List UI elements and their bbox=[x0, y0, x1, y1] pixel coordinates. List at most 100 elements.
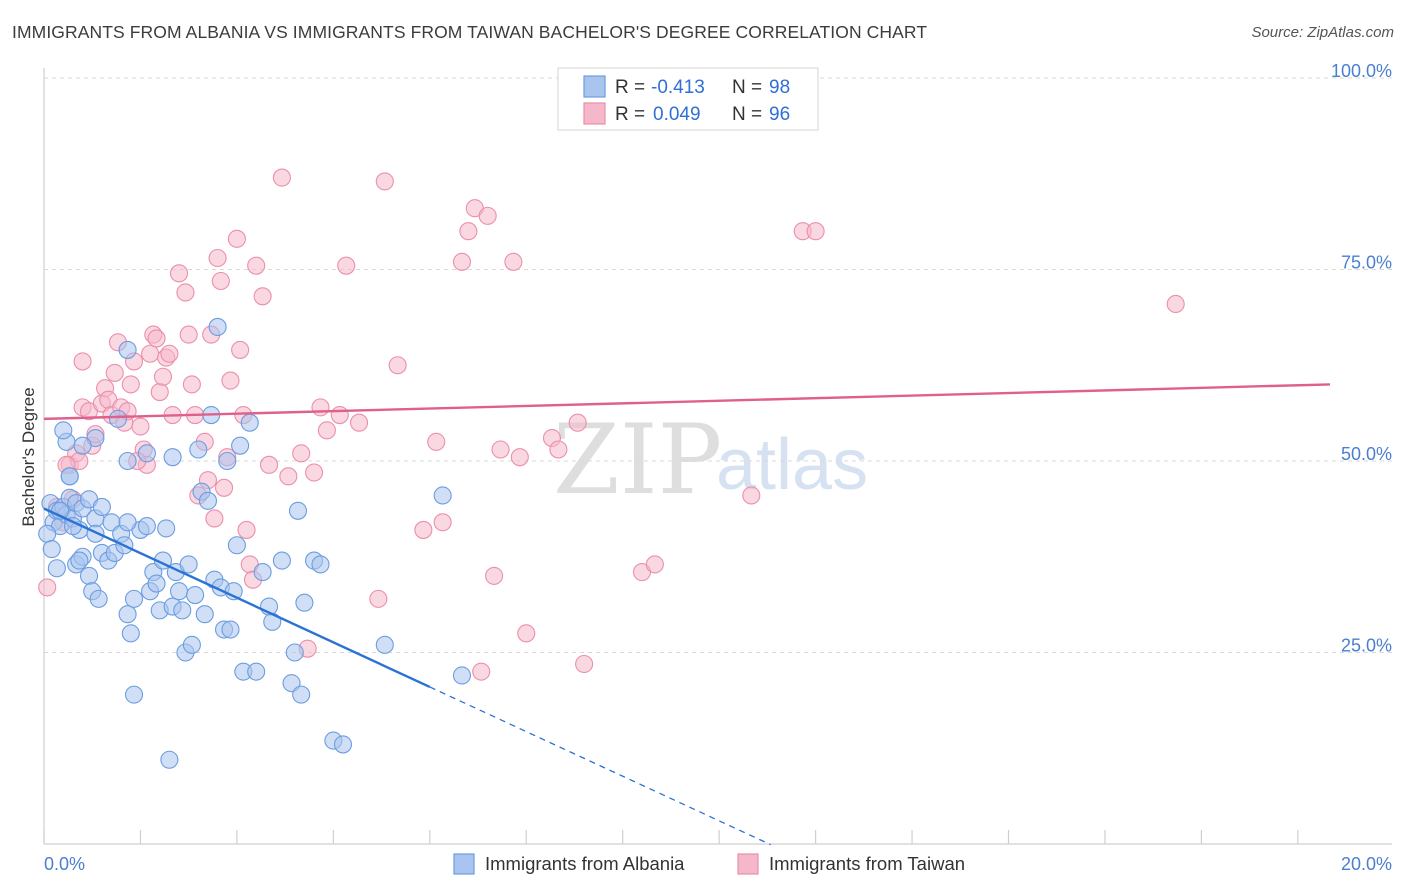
taiwan-point bbox=[478, 206, 497, 225]
watermark-atlas: atlas bbox=[716, 425, 868, 505]
taiwan-point bbox=[221, 371, 240, 390]
albania-point bbox=[333, 735, 353, 754]
taiwan-point bbox=[73, 352, 92, 371]
taiwan-point bbox=[292, 444, 311, 463]
taiwan-point bbox=[337, 256, 356, 275]
taiwan-point bbox=[517, 624, 536, 643]
y-tick-label: 50.0% bbox=[1341, 444, 1392, 464]
taiwan-point bbox=[147, 329, 166, 348]
albania-point bbox=[375, 635, 394, 654]
chart-source: Source: ZipAtlas.com bbox=[1251, 24, 1394, 41]
taiwan-point bbox=[153, 367, 173, 386]
taiwan-point bbox=[452, 252, 472, 271]
taiwan-point bbox=[1166, 294, 1185, 314]
taiwan-series-swatch bbox=[737, 853, 759, 875]
albania-point bbox=[38, 524, 57, 543]
taiwan-point bbox=[305, 463, 324, 482]
taiwan-point bbox=[806, 222, 825, 241]
albania-point bbox=[47, 559, 66, 578]
albania-point bbox=[186, 585, 205, 605]
taiwan-r-value: 0.049 bbox=[653, 104, 701, 125]
taiwan-n-value: 96 bbox=[769, 104, 790, 125]
taiwan-point bbox=[179, 325, 198, 344]
albania-point bbox=[247, 662, 266, 681]
taiwan-point bbox=[231, 340, 250, 359]
albania-point bbox=[137, 517, 156, 536]
albania-point bbox=[295, 593, 314, 612]
albania-point bbox=[124, 589, 144, 608]
y-axis-label: Bachelor's Degree bbox=[19, 387, 38, 526]
x-tick-marks bbox=[43, 830, 1299, 844]
albania-point bbox=[179, 555, 198, 574]
taiwan-point bbox=[227, 229, 246, 248]
albania-series-swatch bbox=[453, 853, 475, 875]
taiwan-point bbox=[121, 375, 140, 394]
taiwan-point bbox=[38, 578, 57, 597]
series-legend: Immigrants from Albania Immigrants from … bbox=[453, 853, 965, 875]
albania-trend-extension bbox=[429, 686, 771, 846]
taiwan-point bbox=[182, 375, 201, 394]
albania-point bbox=[118, 451, 137, 471]
albania-n-value: 98 bbox=[769, 77, 790, 98]
taiwan-point bbox=[510, 448, 529, 467]
taiwan-point bbox=[247, 256, 266, 275]
taiwan-legend-swatch bbox=[583, 102, 606, 125]
taiwan-point bbox=[237, 520, 256, 539]
taiwan-point bbox=[742, 486, 761, 505]
albania-point bbox=[108, 409, 127, 428]
taiwan-point bbox=[311, 398, 330, 417]
taiwan-point bbox=[205, 509, 224, 528]
taiwan-point bbox=[491, 440, 510, 459]
taiwan-point bbox=[259, 455, 279, 474]
taiwan-point bbox=[414, 520, 433, 539]
taiwan-r-label: R = bbox=[615, 104, 645, 125]
albania-point bbox=[92, 497, 111, 517]
albania-point bbox=[198, 491, 218, 510]
albania-point bbox=[124, 685, 144, 704]
albania-point bbox=[189, 440, 208, 459]
albania-trend-line bbox=[43, 507, 431, 689]
taiwan-point bbox=[176, 283, 195, 302]
taiwan-point bbox=[549, 440, 568, 459]
albania-point bbox=[253, 563, 272, 582]
taiwan-point bbox=[485, 566, 504, 585]
albania-point bbox=[173, 601, 192, 620]
taiwan-point bbox=[388, 356, 407, 375]
albania-point bbox=[311, 555, 330, 574]
albania-series-label: Immigrants from Albania bbox=[485, 853, 685, 874]
y-tick-label: 100.0% bbox=[1331, 61, 1392, 81]
taiwan-point bbox=[504, 252, 523, 271]
taiwan-point bbox=[330, 405, 349, 425]
y-tick-labels: 25.0% 50.0% 75.0% 100.0% bbox=[1331, 61, 1392, 656]
taiwan-point bbox=[568, 413, 587, 432]
taiwan-point bbox=[272, 168, 291, 187]
albania-point bbox=[73, 436, 92, 455]
taiwan-point bbox=[427, 432, 446, 451]
albania-point bbox=[160, 750, 179, 769]
albania-point bbox=[42, 540, 61, 559]
albania-point bbox=[70, 551, 89, 570]
albania-point bbox=[182, 635, 201, 654]
albania-point bbox=[231, 436, 250, 455]
taiwan-point bbox=[160, 344, 179, 363]
taiwan-point bbox=[131, 417, 150, 436]
taiwan-point bbox=[150, 383, 169, 402]
taiwan-point bbox=[350, 413, 369, 432]
albania-point bbox=[218, 451, 237, 471]
albania-point bbox=[221, 620, 240, 639]
taiwan-series-label: Immigrants from Taiwan bbox=[769, 853, 965, 874]
taiwan-point bbox=[369, 589, 388, 608]
albania-n-label: N = bbox=[732, 77, 762, 98]
albania-point bbox=[137, 444, 156, 463]
x-tick-label-min: 0.0% bbox=[44, 854, 85, 874]
stats-legend: R = -0.413 N = 98 R = 0.049 N = 96 bbox=[557, 67, 819, 131]
albania-point bbox=[240, 413, 259, 432]
taiwan-point bbox=[317, 421, 336, 440]
taiwan-point bbox=[575, 654, 594, 674]
albania-r-label: R = bbox=[615, 77, 645, 98]
albania-point bbox=[60, 467, 79, 486]
albania-point bbox=[89, 589, 108, 608]
albania-point bbox=[195, 605, 214, 624]
taiwan-point bbox=[459, 222, 478, 241]
